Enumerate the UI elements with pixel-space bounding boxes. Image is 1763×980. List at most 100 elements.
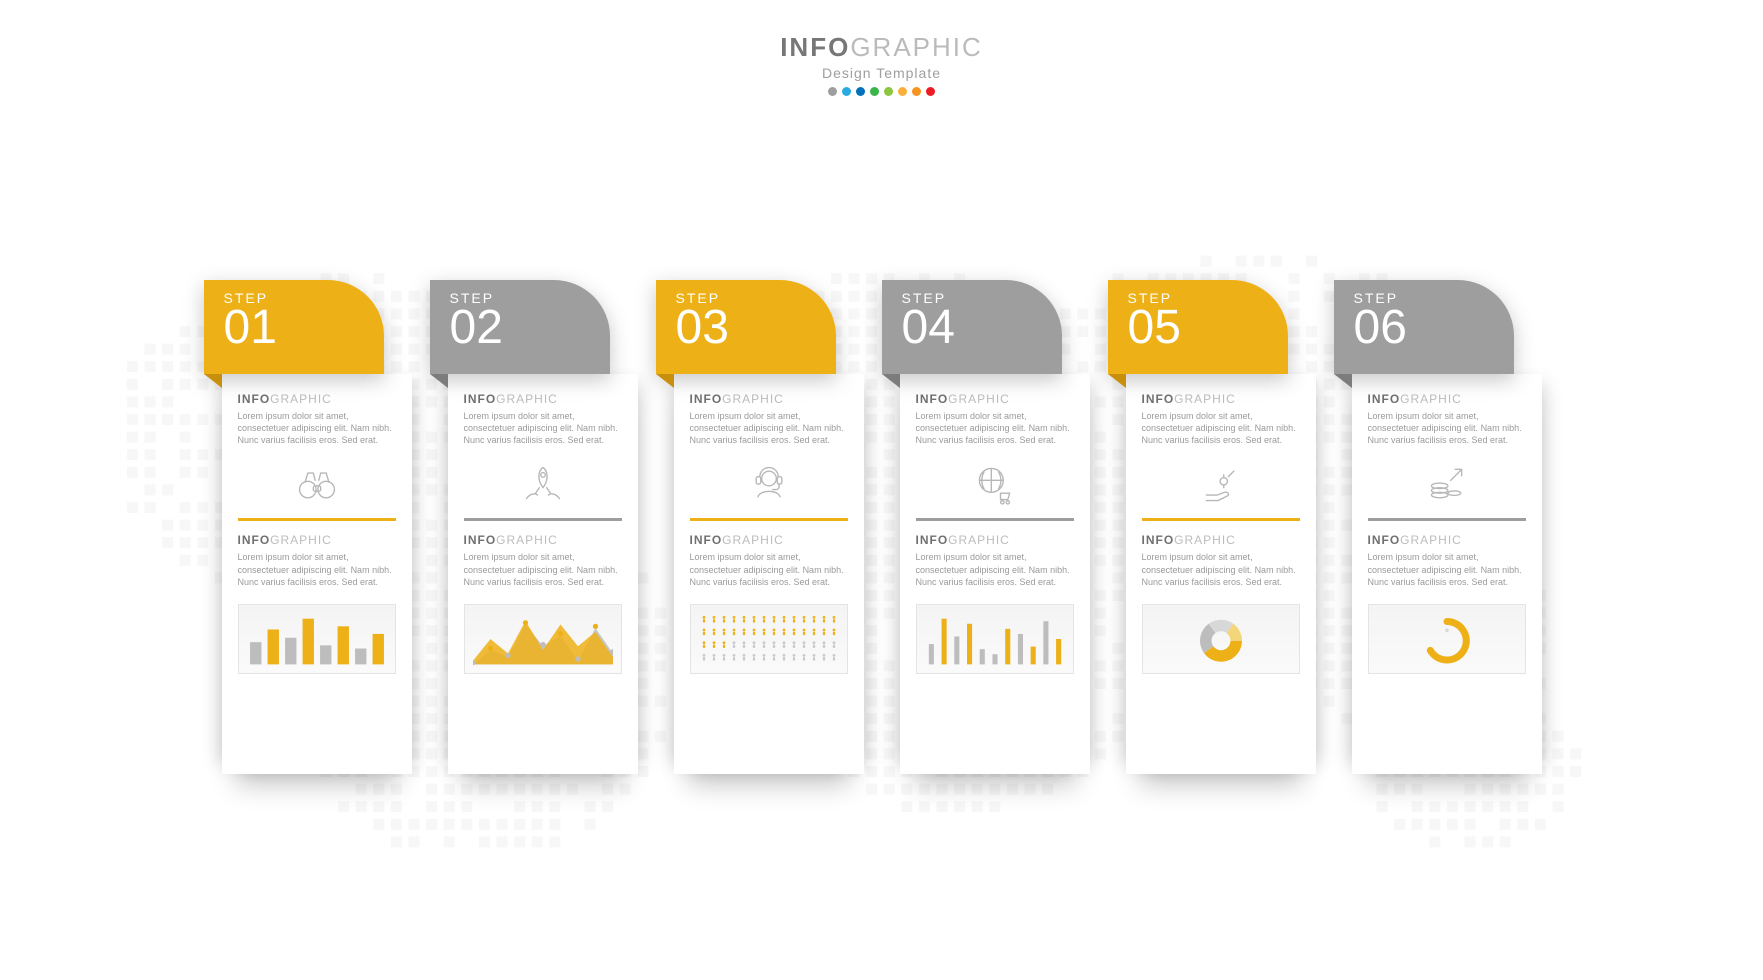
section-title-bold: INFO [238,533,271,547]
section-title-thin: GRAPHIC [1174,533,1236,547]
section-title: INFOGRAPHIC [238,533,396,547]
section-title-bold: INFO [1142,533,1175,547]
section-title-thin: GRAPHIC [496,392,558,406]
step-tab: STEP 02 [430,280,610,374]
step-panel: INFOGRAPHIC Lorem ipsum dolor sit amet, … [674,374,864,774]
step-card: STEP 03 INFOGRAPHIC Lorem ipsum dolor si… [674,280,864,774]
section-title: INFOGRAPHIC [1142,392,1300,406]
section-title-thin: GRAPHIC [948,392,1010,406]
header-dot [842,87,851,96]
header-dots [0,87,1763,96]
section-body: Lorem ipsum dolor sit amet, consectetuer… [464,551,622,587]
section-title-thin: GRAPHIC [722,533,784,547]
header-dot [884,87,893,96]
tab-fold [204,374,222,388]
section-title-thin: GRAPHIC [496,533,558,547]
section-body: Lorem ipsum dolor sit amet, consectetuer… [690,551,848,587]
step-panel: INFOGRAPHIC Lorem ipsum dolor sit amet, … [448,374,638,774]
tab-fold [1108,374,1126,388]
step-tab: STEP 03 [656,280,836,374]
step-tab: STEP 04 [882,280,1062,374]
step-tab: STEP 05 [1108,280,1288,374]
mini-chart [690,604,848,674]
step-number: 05 [1128,304,1288,352]
section-title-bold: INFO [1368,392,1401,406]
section-title: INFOGRAPHIC [690,533,848,547]
section-title-thin: GRAPHIC [270,392,332,406]
section-title: INFOGRAPHIC [238,392,396,406]
binoculars-icon [238,460,396,508]
section-body: Lorem ipsum dolor sit amet, consectetuer… [916,410,1074,446]
section-title-bold: INFO [690,392,723,406]
tab-fold [430,374,448,388]
section-title: INFOGRAPHIC [690,392,848,406]
divider-rule [690,518,848,521]
support-icon [690,460,848,508]
section-title-bold: INFO [464,392,497,406]
section-body: Lorem ipsum dolor sit amet, consectetuer… [690,410,848,446]
divider-rule [916,518,1074,521]
mini-chart [1368,604,1526,674]
mini-chart [238,604,396,674]
section-body: Lorem ipsum dolor sit amet, consectetuer… [916,551,1074,587]
section-title-thin: GRAPHIC [1400,533,1462,547]
section-title-thin: GRAPHIC [722,392,784,406]
divider-rule [1142,518,1300,521]
divider-rule [1368,518,1526,521]
header-dot [828,87,837,96]
header-dot [856,87,865,96]
section-title: INFOGRAPHIC [1368,392,1526,406]
step-panel: INFOGRAPHIC Lorem ipsum dolor sit amet, … [222,374,412,774]
section-title-thin: GRAPHIC [270,533,332,547]
section-body: Lorem ipsum dolor sit amet, consectetuer… [1142,410,1300,446]
step-tab: STEP 06 [1334,280,1514,374]
header-dot [912,87,921,96]
step-card: STEP 01 INFOGRAPHIC Lorem ipsum dolor si… [222,280,412,774]
step-panel: INFOGRAPHIC Lorem ipsum dolor sit amet, … [1126,374,1316,774]
section-body: Lorem ipsum dolor sit amet, consectetuer… [238,551,396,587]
section-title: INFOGRAPHIC [916,533,1074,547]
step-card: STEP 05 INFOGRAPHIC Lorem ipsum dolor si… [1126,280,1316,774]
section-title-thin: GRAPHIC [1174,392,1236,406]
step-number: 01 [224,304,384,352]
step-card: STEP 06 INFOGRAPHIC Lorem ipsum dolor si… [1352,280,1542,774]
section-title: INFOGRAPHIC [464,392,622,406]
page-title-thin: GRAPHIC [850,32,982,62]
mini-chart [464,604,622,674]
page-header: INFOGRAPHIC Design Template [0,32,1763,96]
section-title: INFOGRAPHIC [916,392,1074,406]
page-title-bold: INFO [780,32,850,62]
step-card: STEP 04 INFOGRAPHIC Lorem ipsum dolor si… [900,280,1090,774]
tab-fold [1334,374,1352,388]
divider-rule [464,518,622,521]
tab-fold [656,374,674,388]
section-title-bold: INFO [464,533,497,547]
page-title: INFOGRAPHIC [0,32,1763,63]
section-title-bold: INFO [690,533,723,547]
section-body: Lorem ipsum dolor sit amet, consectetuer… [238,410,396,446]
step-number: 03 [676,304,836,352]
header-dot [898,87,907,96]
coins-arrow-icon [1368,460,1526,508]
tab-fold [882,374,900,388]
mini-chart [916,604,1074,674]
section-title-bold: INFO [1368,533,1401,547]
step-panel: INFOGRAPHIC Lorem ipsum dolor sit amet, … [900,374,1090,774]
rocket-hands-icon [464,460,622,508]
step-tab: STEP 01 [204,280,384,374]
section-body: Lorem ipsum dolor sit amet, consectetuer… [1142,551,1300,587]
step-number: 06 [1354,304,1514,352]
section-title-bold: INFO [1142,392,1175,406]
step-number: 02 [450,304,610,352]
section-title-bold: INFO [916,392,949,406]
page-subtitle: Design Template [0,65,1763,81]
section-body: Lorem ipsum dolor sit amet, consectetuer… [1368,551,1526,587]
section-title-bold: INFO [238,392,271,406]
hand-coin-icon [1142,460,1300,508]
header-dot [926,87,935,96]
section-title: INFOGRAPHIC [1368,533,1526,547]
step-card: STEP 02 INFOGRAPHIC Lorem ipsum dolor si… [448,280,638,774]
section-title: INFOGRAPHIC [464,533,622,547]
section-title-thin: GRAPHIC [1400,392,1462,406]
globe-cart-icon [916,460,1074,508]
